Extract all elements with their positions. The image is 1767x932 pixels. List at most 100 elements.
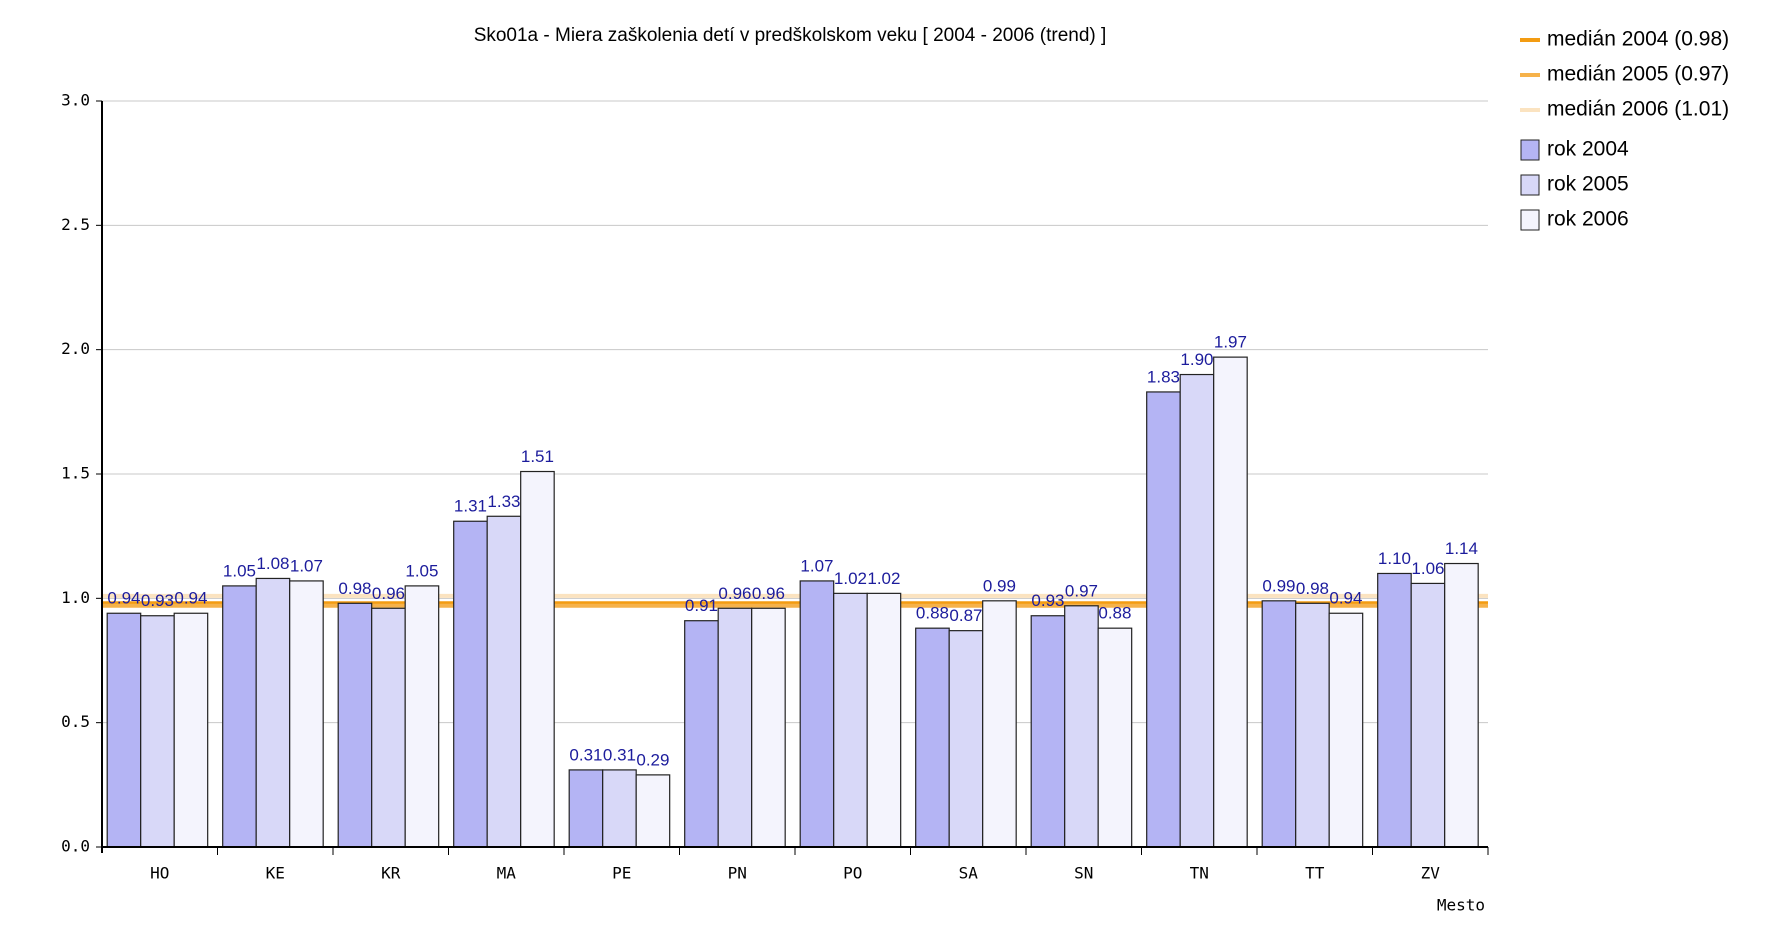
- value-label: 0.29: [636, 750, 669, 769]
- x-tick-label: SA: [959, 864, 979, 883]
- y-tick-label: 2.0: [61, 339, 90, 358]
- value-label: 0.31: [603, 745, 636, 764]
- value-label: 0.94: [174, 589, 207, 608]
- bar: [1328, 612, 1364, 848]
- bar: [140, 615, 175, 848]
- bar: [255, 577, 291, 848]
- value-label: 0.31: [569, 745, 602, 764]
- legend-swatch: [1520, 209, 1540, 231]
- bar: [1444, 562, 1479, 848]
- value-label: 1.07: [290, 556, 323, 575]
- x-tick-label: ZV: [1421, 864, 1441, 883]
- bar: [1179, 373, 1215, 848]
- bar: [684, 620, 719, 848]
- bar: [337, 602, 373, 848]
- legend-swatch: [1520, 174, 1540, 196]
- value-label: 1.02: [834, 569, 867, 588]
- y-tick-label: 2.5: [61, 215, 90, 234]
- x-tick-label: KE: [266, 864, 285, 883]
- value-label: 1.02: [867, 569, 900, 588]
- value-label: 1.14: [1445, 539, 1478, 558]
- value-label: 0.97: [1065, 581, 1098, 600]
- bar: [602, 769, 637, 848]
- x-tick-label: HO: [150, 864, 169, 883]
- bar: [833, 592, 868, 848]
- bar: [799, 580, 835, 848]
- bar: [404, 585, 440, 848]
- value-label: 0.98: [338, 579, 371, 598]
- bar: [222, 585, 257, 848]
- bar: [948, 630, 984, 848]
- value-label: 1.97: [1214, 333, 1247, 352]
- value-label: 0.98: [1296, 579, 1329, 598]
- bar: [568, 769, 604, 848]
- x-tick-label: SN: [1074, 864, 1093, 883]
- value-label: 0.96: [752, 584, 785, 603]
- value-label: 0.88: [916, 604, 949, 623]
- bar: [486, 515, 522, 848]
- x-tick-label: PE: [612, 864, 631, 883]
- y-tick-label: 0.5: [61, 712, 90, 731]
- value-label: 0.94: [107, 589, 140, 608]
- bar: [1064, 605, 1099, 848]
- chart-title: Sko01a - Miera zaškolenia detí v predško…: [474, 25, 1107, 46]
- bar: [866, 592, 902, 848]
- bar: [1097, 627, 1133, 848]
- legend-label: rok 2006: [1547, 208, 1629, 231]
- value-label: 0.99: [1262, 576, 1295, 595]
- value-label: 1.33: [487, 492, 520, 511]
- legend-swatch: [1520, 139, 1540, 161]
- value-label: 0.87: [949, 606, 982, 625]
- legend-label: rok 2004: [1547, 138, 1629, 161]
- y-tick-label: 1.5: [61, 464, 90, 483]
- x-tick-label: TT: [1305, 864, 1325, 883]
- value-label: 0.91: [685, 596, 718, 615]
- bar: [371, 607, 406, 848]
- y-tick-label: 3.0: [61, 91, 90, 110]
- value-label: 0.94: [1329, 589, 1362, 608]
- value-label: 0.96: [718, 584, 751, 603]
- bar: [751, 607, 786, 848]
- x-tick-label: PN: [728, 864, 747, 883]
- x-tick-label: TN: [1190, 864, 1209, 883]
- bar: [915, 627, 950, 848]
- y-tick-label: 0.0: [61, 837, 90, 856]
- x-tick-label: MA: [497, 864, 517, 883]
- x-tick-label: PO: [843, 864, 862, 883]
- value-label: 1.51: [521, 447, 554, 466]
- bar: [1261, 600, 1297, 848]
- bar: [1295, 602, 1330, 848]
- value-label: 1.06: [1411, 559, 1444, 578]
- value-label: 1.07: [800, 556, 833, 575]
- bar: [289, 580, 324, 848]
- value-label: 0.93: [141, 591, 174, 610]
- legend-label: medián 2005 (0.97): [1547, 63, 1729, 86]
- value-label: 1.31: [454, 497, 487, 516]
- value-label: 1.08: [256, 554, 289, 573]
- bar: [635, 774, 671, 848]
- x-axis-label: Mesto: [1437, 896, 1485, 915]
- bar: [717, 607, 753, 848]
- value-label: 0.99: [983, 576, 1016, 595]
- legend-label: medián 2006 (1.01): [1547, 98, 1729, 121]
- bar: [106, 612, 142, 848]
- legend-label: rok 2005: [1547, 173, 1629, 196]
- value-label: 1.05: [223, 561, 256, 580]
- bar: [173, 612, 209, 848]
- legend-label: medián 2004 (0.98): [1547, 28, 1729, 51]
- bar: [1213, 356, 1248, 848]
- value-label: 1.10: [1378, 549, 1411, 568]
- bar: [520, 470, 555, 848]
- bar: [982, 600, 1017, 848]
- bar: [1377, 572, 1412, 848]
- bar: [1030, 615, 1066, 848]
- bar: [1410, 582, 1446, 848]
- value-label: 1.90: [1180, 350, 1213, 369]
- value-label: 0.96: [372, 584, 405, 603]
- value-label: 1.05: [405, 561, 438, 580]
- y-tick-label: 1.0: [61, 588, 90, 607]
- value-label: 1.83: [1147, 367, 1180, 386]
- value-label: 0.93: [1031, 591, 1064, 610]
